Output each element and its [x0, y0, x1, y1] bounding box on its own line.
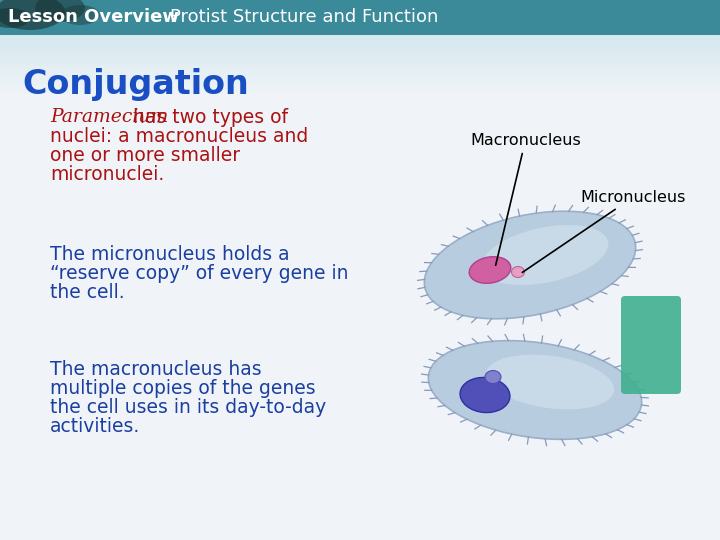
- Text: “reserve copy” of every gene in: “reserve copy” of every gene in: [50, 264, 348, 283]
- Bar: [0, 56, 720, 57]
- Bar: [0, 44, 720, 45]
- Bar: [0, 51, 720, 52]
- Ellipse shape: [460, 377, 510, 413]
- Bar: [0, 74, 720, 75]
- Bar: [0, 85, 720, 86]
- Bar: [0, 45, 720, 46]
- Bar: [0, 58, 720, 59]
- Bar: [0, 72, 720, 73]
- Bar: [0, 67, 720, 68]
- Bar: [0, 39, 720, 40]
- Bar: [0, 55, 720, 56]
- Bar: [0, 50, 720, 51]
- Text: Paramecium: Paramecium: [50, 108, 168, 126]
- Bar: [0, 79, 720, 80]
- Bar: [0, 60, 720, 61]
- Bar: [0, 61, 720, 62]
- Ellipse shape: [428, 341, 642, 440]
- Ellipse shape: [469, 256, 510, 284]
- Bar: [0, 69, 720, 70]
- Bar: [0, 81, 720, 82]
- Bar: [0, 66, 720, 67]
- Text: activities.: activities.: [50, 417, 140, 436]
- Bar: [0, 77, 720, 78]
- Ellipse shape: [485, 370, 501, 383]
- Ellipse shape: [0, 8, 30, 28]
- Ellipse shape: [486, 355, 614, 409]
- Bar: [0, 70, 720, 71]
- Bar: [0, 57, 720, 58]
- Bar: [0, 41, 720, 42]
- Bar: [0, 76, 720, 77]
- Ellipse shape: [511, 267, 524, 278]
- Ellipse shape: [424, 211, 636, 319]
- Ellipse shape: [482, 225, 608, 285]
- Text: Macronucleus: Macronucleus: [470, 133, 581, 265]
- Text: nuclei: a macronucleus and: nuclei: a macronucleus and: [50, 127, 308, 146]
- Bar: [0, 40, 720, 41]
- Text: micronuclei.: micronuclei.: [50, 165, 164, 184]
- Ellipse shape: [35, 0, 85, 22]
- Bar: [0, 80, 720, 81]
- FancyBboxPatch shape: [621, 296, 681, 394]
- Text: one or more smaller: one or more smaller: [50, 146, 240, 165]
- Text: Protist Structure and Function: Protist Structure and Function: [170, 8, 438, 26]
- Bar: [0, 0, 720, 35]
- Bar: [0, 73, 720, 74]
- Bar: [0, 63, 720, 64]
- Text: has two types of: has two types of: [127, 108, 288, 127]
- Bar: [0, 35, 720, 36]
- Bar: [0, 86, 720, 87]
- Text: The micronucleus holds a: The micronucleus holds a: [50, 245, 289, 264]
- Bar: [0, 65, 720, 66]
- Bar: [0, 37, 720, 38]
- Text: Conjugation: Conjugation: [22, 68, 248, 101]
- Text: the cell uses in its day-to-day: the cell uses in its day-to-day: [50, 398, 326, 417]
- Bar: [0, 78, 720, 79]
- Bar: [0, 87, 720, 88]
- Bar: [0, 83, 720, 84]
- Bar: [0, 94, 720, 95]
- Bar: [0, 68, 720, 69]
- Bar: [0, 62, 720, 63]
- Bar: [0, 88, 720, 89]
- Bar: [0, 53, 720, 54]
- Bar: [0, 89, 720, 90]
- Ellipse shape: [60, 5, 100, 25]
- Text: Micronucleus: Micronucleus: [522, 190, 685, 273]
- Bar: [0, 47, 720, 48]
- Bar: [0, 42, 720, 43]
- Bar: [0, 59, 720, 60]
- Bar: [0, 43, 720, 44]
- Ellipse shape: [0, 0, 65, 30]
- Bar: [0, 52, 720, 53]
- Bar: [0, 54, 720, 55]
- Bar: [0, 84, 720, 85]
- Bar: [0, 46, 720, 47]
- Bar: [0, 92, 720, 93]
- Bar: [0, 49, 720, 50]
- Bar: [0, 36, 720, 37]
- Bar: [0, 48, 720, 49]
- Text: multiple copies of the genes: multiple copies of the genes: [50, 379, 315, 398]
- Bar: [0, 64, 720, 65]
- Bar: [0, 71, 720, 72]
- Bar: [0, 82, 720, 83]
- Bar: [0, 93, 720, 94]
- Text: the cell.: the cell.: [50, 283, 125, 302]
- Text: The macronucleus has: The macronucleus has: [50, 360, 261, 379]
- Bar: [0, 91, 720, 92]
- Bar: [0, 38, 720, 39]
- Bar: [0, 90, 720, 91]
- Bar: [0, 75, 720, 76]
- Text: Lesson Overview: Lesson Overview: [8, 8, 179, 26]
